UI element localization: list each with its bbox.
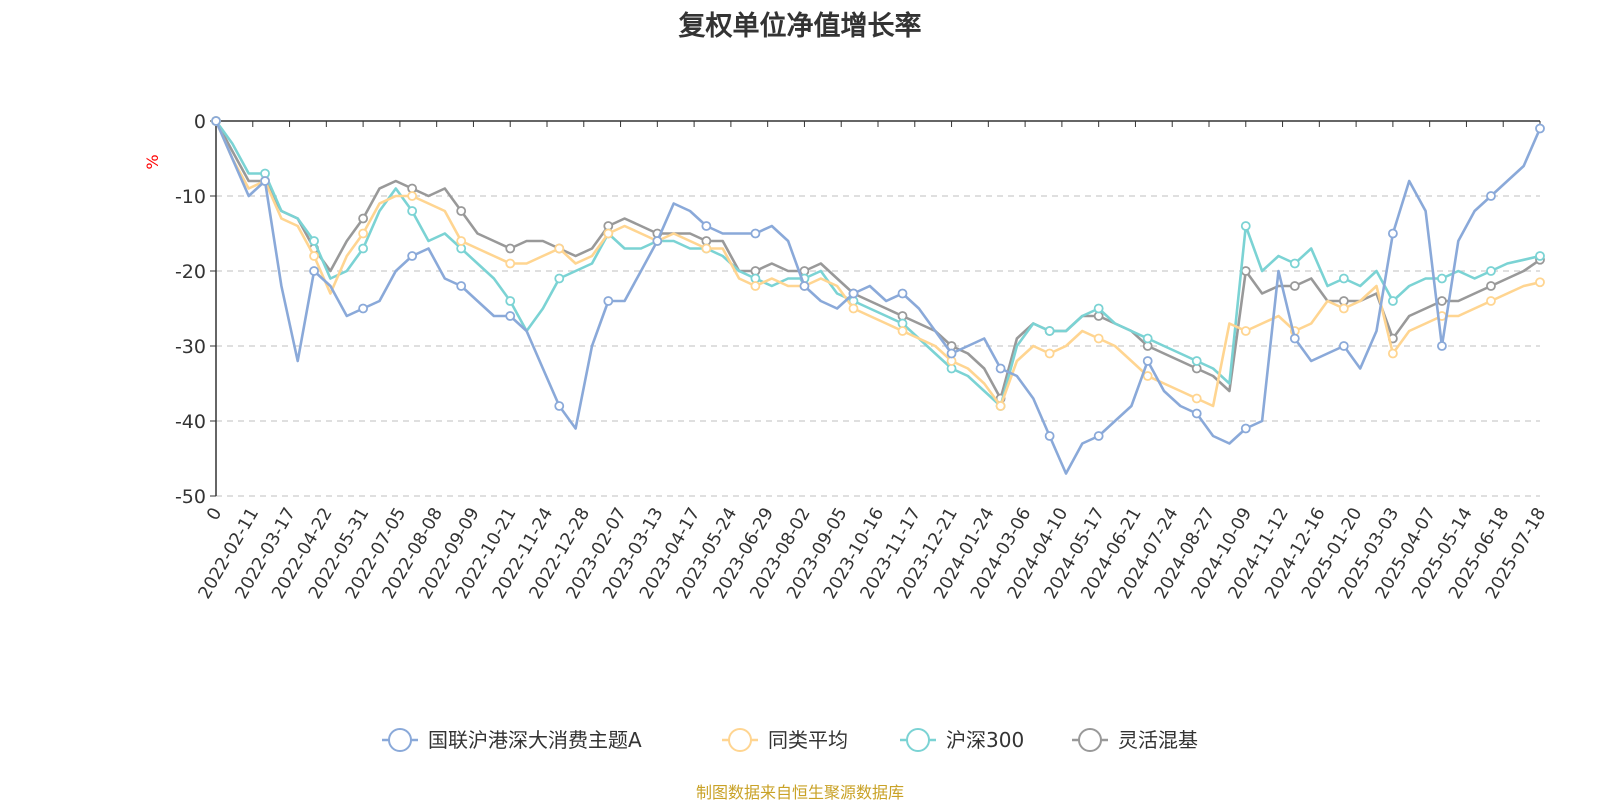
y-axis: 0 -10 -20 -30 -40 -50% [143,111,217,508]
data-point [1437,273,1447,284]
legend-label: 国联沪港深大消费主题A [428,728,642,752]
data-point [1486,281,1496,291]
data-point [1191,408,1202,419]
data-point [1142,333,1153,344]
data-point [946,348,957,359]
data-point [1437,296,1447,306]
data-point [1044,348,1055,359]
data-point [1535,251,1545,261]
series-line [214,120,1541,408]
legend-marker [388,728,412,752]
data-point [995,363,1006,374]
data-point [456,281,467,291]
data-point [995,401,1006,411]
data-point [554,401,565,411]
data-point [309,251,319,261]
data-point [1093,431,1104,441]
data-point [1486,266,1496,276]
data-point [407,206,418,216]
data-point [1240,326,1251,336]
data-point [211,116,221,126]
data-point [603,228,614,239]
legend: 国联沪港深大消费主题A 同类平均 沪深300 灵活混基 [382,728,1198,752]
data-point [750,281,761,291]
data-point [1240,423,1251,434]
data-point [1535,123,1545,134]
data-point [1044,326,1055,336]
legend-label: 同类平均 [768,728,848,752]
y-tick-label: 0 [194,111,206,133]
data-point [1191,356,1202,366]
data-point [1338,303,1349,314]
data-point [1142,371,1153,381]
data-point [358,213,369,224]
data-point [1387,348,1398,359]
data-point [456,236,467,246]
data-point [603,296,614,306]
data-point [1387,228,1398,239]
data-point [848,288,859,299]
chart-title: 复权单位净值增长率 [678,11,922,42]
y-tick-label: -10 [175,186,206,208]
data-point [1387,296,1398,306]
data-point [1535,277,1545,288]
data-point [407,191,418,201]
data-point [897,288,908,299]
legend-label: 灵活混基 [1118,728,1198,752]
y-tick-label: -30 [175,336,206,358]
y-tick-label: -40 [175,411,206,433]
data-point [505,311,516,321]
data-point [456,206,467,216]
data-point [1486,296,1496,306]
legend-marker [1078,728,1102,752]
data-point [701,221,712,231]
data-point [1240,266,1251,276]
data-point [358,303,369,314]
data-point [1338,341,1349,351]
series-line [214,120,1541,400]
data-point [1191,393,1202,404]
data-point [260,176,270,186]
data-point [1240,221,1251,231]
series-lines [211,116,1545,475]
data-point [554,243,565,254]
y-axis-label: % [143,154,162,169]
y-tick-label: -20 [175,261,206,283]
x-tick-label: 0 [203,505,226,525]
series-line [214,120,1542,475]
data-point [701,243,712,254]
data-point [1093,303,1104,314]
data-point [505,243,516,254]
data-point [554,273,565,284]
data-point [309,266,319,276]
data-point [358,228,369,239]
data-point [1093,333,1104,344]
data-point [799,281,810,291]
data-point [1338,273,1349,284]
legend-label: 沪深300 [946,728,1024,752]
legend-marker [728,728,752,752]
data-point [309,236,319,246]
y-tick-label: -50 [175,486,206,508]
data-point [407,251,418,261]
source-note: 制图数据来自恒生聚源数据库 [695,783,904,802]
series-line [214,120,1541,408]
data-point [1289,281,1300,291]
data-point [1486,191,1496,201]
grid-lines [216,195,1540,497]
data-point [1044,431,1055,441]
data-point [1289,258,1300,269]
data-point [1142,356,1153,366]
data-point [1289,333,1300,344]
data-point [505,258,516,269]
data-point [358,243,369,254]
data-point [750,228,761,239]
data-point [897,326,908,336]
data-point [505,296,516,306]
legend-marker [906,728,930,752]
data-point [652,236,663,246]
data-point [1437,341,1447,351]
data-point [848,303,859,314]
